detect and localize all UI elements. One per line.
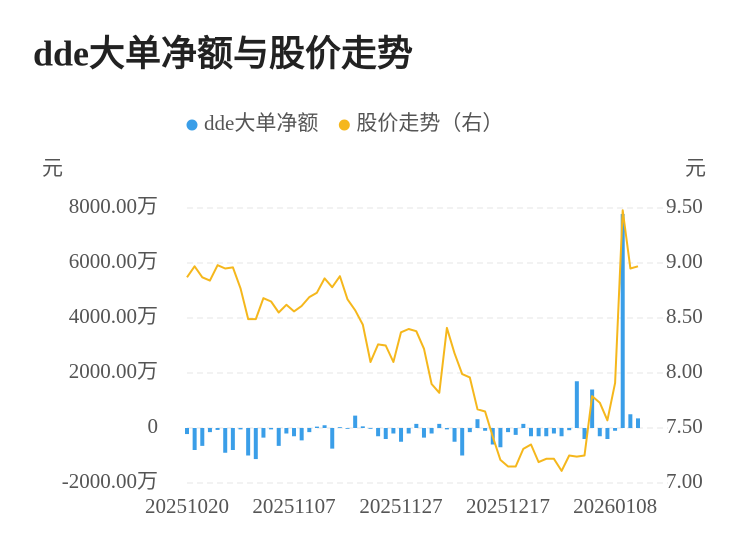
bar: [353, 415, 358, 428]
bar: [605, 428, 610, 439]
bar: [246, 428, 251, 456]
bar: [620, 214, 625, 428]
bar: [200, 428, 205, 446]
y-tick-label: 8000.00万: [69, 194, 158, 218]
y2-tick-label: 7.00: [666, 469, 703, 493]
chart-title: dde大单净额与股价走势: [33, 33, 413, 73]
x-tick-label: 20251107: [252, 494, 335, 518]
bar: [628, 414, 633, 428]
y-tick-label: -2000.00万: [62, 469, 158, 493]
bar: [444, 428, 449, 430]
y2-tick-label: 9.50: [666, 194, 703, 218]
y-tick-label: 2000.00万: [69, 359, 158, 383]
bar: [506, 428, 511, 433]
bar: [253, 428, 258, 460]
bar: [368, 428, 373, 429]
bar: [559, 428, 564, 437]
bar: [475, 419, 480, 428]
bar: [269, 428, 274, 430]
bar: [421, 428, 426, 438]
bar: [330, 428, 335, 449]
bar: [452, 428, 457, 442]
bar: [337, 427, 342, 428]
y2-tick-label: 8.00: [666, 359, 703, 383]
bar: [521, 423, 526, 428]
bar: [429, 428, 434, 434]
bar: [185, 428, 189, 435]
legend-label: 股价走势（右）: [356, 111, 503, 135]
bar: [582, 428, 587, 439]
y-tick-label: 6000.00万: [69, 249, 158, 273]
x-tick-label: 20251020: [145, 494, 229, 518]
y-tick-label: 0: [148, 414, 159, 438]
bar: [406, 428, 411, 434]
bar: [551, 428, 556, 434]
bar: [276, 428, 281, 446]
bar: [597, 428, 602, 437]
bar: [460, 428, 465, 456]
bar: [284, 428, 289, 434]
y-tick-label: 4000.00万: [69, 304, 158, 328]
price-line: [186, 209, 639, 472]
x-tick-label: 20251127: [359, 494, 442, 518]
bar: [192, 428, 197, 450]
bar: [360, 426, 365, 428]
y2-axis-label: 元: [685, 156, 706, 180]
bar: [528, 428, 533, 437]
y-axis-label: 元: [42, 156, 63, 180]
legend-marker: [338, 119, 350, 131]
bar: [414, 423, 419, 428]
bar: [513, 428, 518, 435]
x-tick-label: 20251217: [466, 494, 550, 518]
bar: [483, 428, 488, 431]
bar: [437, 423, 442, 428]
bar: [544, 428, 549, 437]
bar: [292, 428, 297, 437]
bar: [467, 428, 472, 433]
bar: [230, 428, 235, 450]
y2-tick-label: 9.00: [666, 249, 703, 273]
bar: [399, 428, 404, 442]
bar: [238, 428, 243, 430]
y2-tick-label: 8.50: [666, 304, 703, 328]
bar: [574, 381, 579, 428]
bar: [536, 428, 541, 437]
bar: [215, 428, 220, 430]
bar: [376, 428, 381, 437]
bar: [223, 428, 228, 453]
bar: [207, 428, 212, 433]
legend-marker: [186, 119, 198, 131]
bar: [307, 428, 312, 433]
bar: [383, 428, 388, 439]
bar: [261, 428, 266, 438]
bar: [322, 425, 327, 428]
bar: [314, 426, 319, 428]
bar: [391, 428, 396, 434]
x-tick-label: 20260108: [573, 494, 657, 518]
bar: [590, 389, 595, 428]
bar: [345, 428, 350, 429]
bar: [613, 428, 618, 431]
legend-label: dde大单净额: [204, 111, 318, 135]
bar: [299, 428, 304, 441]
bar: [498, 428, 503, 448]
bar: [636, 418, 640, 428]
bar: [567, 428, 572, 431]
y2-tick-label: 7.50: [666, 414, 703, 438]
